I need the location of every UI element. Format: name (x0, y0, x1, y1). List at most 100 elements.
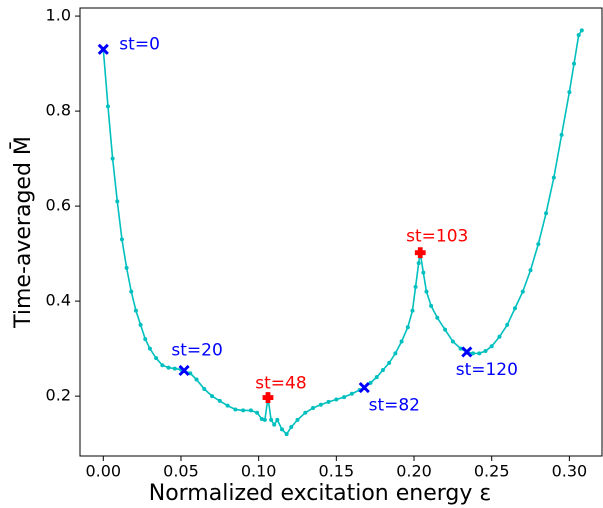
data-point (471, 351, 476, 356)
data-line (102, 29, 583, 436)
data-point (458, 346, 463, 351)
marker-label: st=0 (119, 34, 160, 54)
data-point (194, 377, 199, 382)
x-tick-label: 0.00 (85, 462, 121, 481)
data-point (233, 407, 238, 412)
data-point (225, 403, 230, 408)
data-point (275, 417, 280, 422)
data-point (572, 61, 577, 66)
x-tick-label: 0.15 (319, 462, 355, 481)
data-point (119, 237, 124, 242)
data-point (551, 175, 556, 180)
marker-label: st=48 (255, 374, 306, 394)
data-point (269, 417, 274, 422)
marker-label: st=103 (406, 227, 468, 247)
data-point (110, 156, 115, 161)
data-point (374, 375, 379, 380)
data-point (544, 211, 549, 216)
data-point (576, 33, 581, 38)
marker-label: st=120 (456, 360, 518, 380)
data-point (241, 408, 246, 413)
data-point (489, 344, 494, 349)
data-point (405, 325, 410, 330)
data-point (248, 408, 253, 413)
data-point (429, 303, 434, 308)
data-point (334, 397, 339, 402)
data-point (255, 410, 260, 415)
data-point (202, 387, 207, 392)
data-point (399, 339, 404, 344)
data-point (133, 308, 138, 313)
data-point (272, 422, 277, 427)
data-point (147, 346, 152, 351)
data-point (105, 104, 110, 109)
data-point (513, 306, 517, 311)
data-point (528, 268, 533, 273)
data-point (210, 394, 215, 399)
data-point (393, 351, 398, 356)
data-point (567, 90, 572, 95)
data-point (262, 417, 267, 422)
data-point (443, 327, 448, 332)
data-point (318, 402, 323, 407)
x-axis-label: Normalized excitation energy ε (149, 481, 492, 506)
x-tick-label: 0.30 (552, 462, 588, 481)
data-point (483, 349, 488, 354)
marker (461, 346, 473, 358)
x-tick-label: 0.25 (474, 462, 510, 481)
data-point (303, 410, 308, 415)
x-tick-label: 0.05 (163, 462, 199, 481)
data-point (217, 398, 222, 403)
y-axis-label: Time-averaged M̄ (10, 136, 36, 329)
data-point (166, 365, 171, 370)
marker (358, 382, 370, 394)
data-point (410, 308, 415, 313)
data-point (559, 132, 564, 137)
data-point (154, 356, 159, 361)
plot-frame (79, 7, 603, 457)
data-point (579, 28, 584, 33)
x-tick-label: 0.10 (241, 462, 277, 481)
data-point (279, 427, 284, 432)
data-point (326, 399, 331, 404)
data-point (387, 360, 392, 365)
data-point (295, 417, 300, 422)
data-point (311, 406, 316, 411)
data-point (160, 363, 165, 368)
data-point (505, 322, 510, 327)
data-point (124, 265, 129, 270)
data-point (349, 391, 354, 396)
marker (178, 364, 190, 377)
data-point (172, 366, 177, 371)
marker (262, 392, 274, 403)
data-point (520, 289, 525, 294)
y-tick-label: 1.0 (46, 6, 71, 25)
data-point (380, 368, 385, 373)
data-point (450, 339, 455, 344)
x-tick-label: 0.20 (396, 462, 432, 481)
data-point (289, 425, 294, 430)
y-tick-label: 0.6 (46, 196, 71, 215)
y-tick-label: 0.4 (46, 291, 71, 310)
data-point (129, 289, 134, 294)
marker-label: st=82 (369, 396, 420, 416)
data-point (435, 315, 440, 320)
data-point (416, 261, 421, 266)
data-point (477, 351, 482, 356)
data-point (421, 270, 426, 275)
y-tick-label: 0.8 (46, 101, 71, 120)
data-point (143, 337, 148, 342)
data-point (115, 199, 120, 204)
data-point (424, 289, 429, 294)
y-tick-label: 0.2 (46, 386, 71, 405)
marker (414, 247, 426, 259)
marker (97, 43, 109, 55)
data-point (259, 416, 264, 421)
data-point (342, 395, 347, 400)
marker-label: st=20 (171, 340, 222, 360)
data-point (413, 284, 418, 289)
data-point (284, 432, 289, 437)
data-point (497, 334, 502, 339)
data-point (138, 322, 143, 327)
